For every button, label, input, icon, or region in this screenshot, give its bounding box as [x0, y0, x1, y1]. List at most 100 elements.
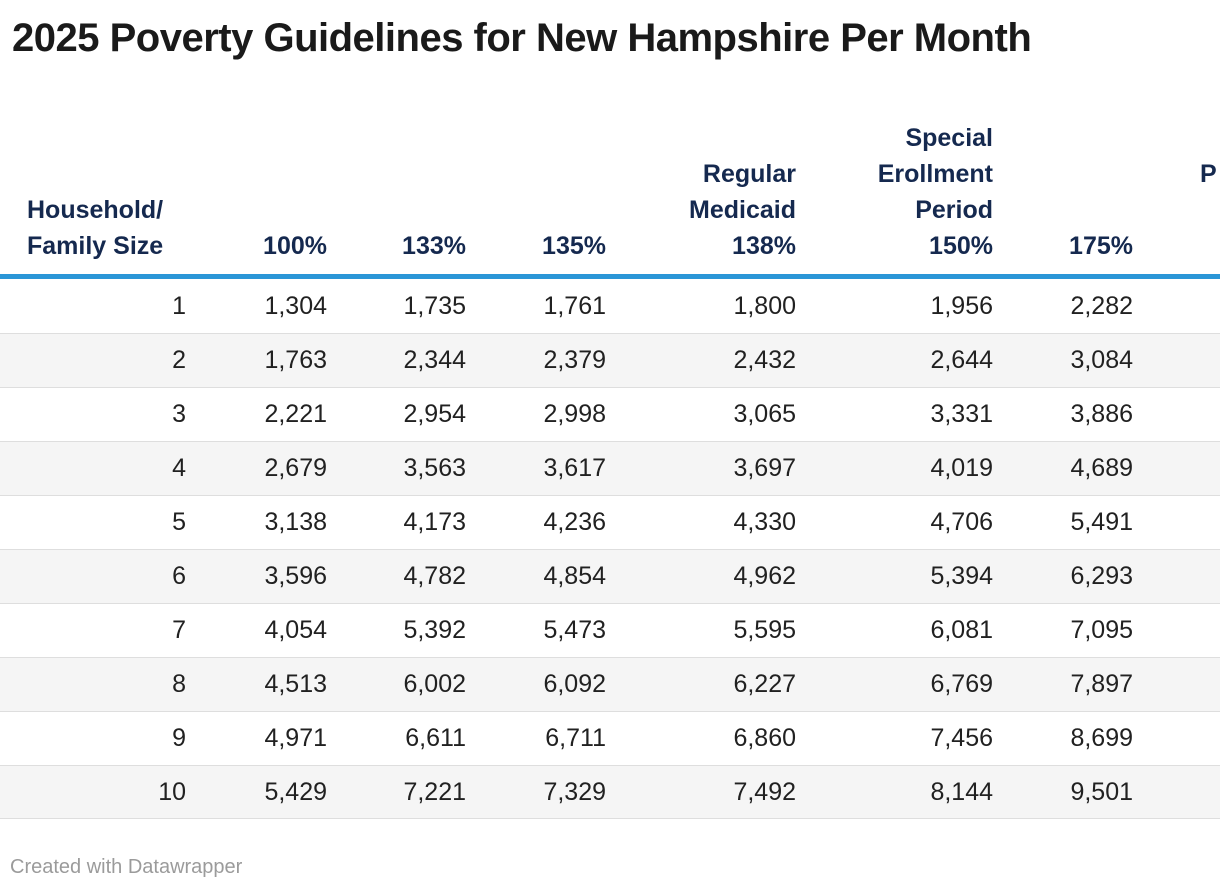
cell-133-pct: 4,173 [341, 495, 480, 549]
cell-special-erollment-period-150-pct: 8,144 [810, 765, 1007, 819]
cell-clipped [1147, 657, 1220, 711]
cell-135-pct: 6,711 [480, 711, 620, 765]
cell-100-pct: 4,513 [200, 657, 341, 711]
cell-special-erollment-period-150-pct: 6,081 [810, 603, 1007, 657]
cell-175-pct: 7,095 [1007, 603, 1147, 657]
cell-133-pct: 4,782 [341, 549, 480, 603]
cell-133-pct: 2,344 [341, 333, 480, 387]
cell-clipped [1147, 549, 1220, 603]
cell-clipped [1147, 441, 1220, 495]
table-body: 1 1,304 1,735 1,761 1,800 1,956 2,282 2 1,763 2,3… [0, 279, 1220, 819]
cell-133-pct: 3,563 [341, 441, 480, 495]
cell-135-pct: 5,473 [480, 603, 620, 657]
cell-special-erollment-period-150-pct: 5,394 [810, 549, 1007, 603]
cell-regular-medicaid-138-pct: 3,065 [620, 387, 810, 441]
cell-135-pct: 2,379 [480, 333, 620, 387]
table-header-row: Household/ Family Size 100% 133% 135% Regula… [0, 62, 1220, 279]
column-header-100-pct: 100% [200, 62, 341, 279]
column-header-special-erollment-period-150-pct: Special Erollment Period 150% [810, 62, 1007, 279]
cell-special-erollment-period-150-pct: 4,019 [810, 441, 1007, 495]
datawrapper-attribution-link[interactable]: Created with Datawrapper [10, 856, 243, 878]
table-row: 8 4,513 6,002 6,092 6,227 6,769 7,897 [0, 657, 1220, 711]
cell-100-pct: 2,679 [200, 441, 341, 495]
cell-133-pct: 2,954 [341, 387, 480, 441]
data-table-wrapper: Household/ Family Size 100% 133% 135% Regula… [0, 62, 1220, 819]
cell-special-erollment-period-150-pct: 3,331 [810, 387, 1007, 441]
cell-175-pct: 5,491 [1007, 495, 1147, 549]
column-header-135-pct: 135% [480, 62, 620, 279]
cell-regular-medicaid-138-pct: 7,492 [620, 765, 810, 819]
cell-special-erollment-period-150-pct: 2,644 [810, 333, 1007, 387]
table-row: 6 3,596 4,782 4,854 4,962 5,394 6,293 [0, 549, 1220, 603]
column-header-household-family-size: Household/ Family Size [0, 62, 200, 279]
cell-100-pct: 1,304 [264, 291, 327, 320]
cell-clipped [1147, 333, 1220, 387]
cell-household-family-size: 8 [0, 657, 200, 711]
table-row: 3 2,221 2,954 2,998 3,065 3,331 3,886 [0, 387, 1220, 441]
cell-133-pct: 1,735 [403, 291, 466, 320]
table-row: 5 3,138 4,173 4,236 4,330 4,706 5,491 [0, 495, 1220, 549]
table-row: 9 4,971 6,611 6,711 6,860 7,456 8,699 [0, 711, 1220, 765]
chart-title: 2025 Poverty Guidelines for New Hampshir… [12, 16, 1032, 60]
cell-regular-medicaid-138-pct: 6,860 [620, 711, 810, 765]
cell-special-erollment-period-150-pct: 7,456 [810, 711, 1007, 765]
table-row: 1 1,304 1,735 1,761 1,800 1,956 2,282 [0, 279, 1220, 333]
cell-household-family-size: 3 [0, 387, 200, 441]
cell-clipped [1147, 603, 1220, 657]
cell-clipped [1147, 765, 1220, 819]
column-header-175-pct: 175% [1007, 62, 1147, 279]
cell-135-pct: 4,854 [480, 549, 620, 603]
cell-clipped [1147, 279, 1220, 333]
cell-household-family-size: 10 [0, 765, 200, 819]
cell-135-pct: 2,998 [480, 387, 620, 441]
cell-100-pct: 3,138 [200, 495, 341, 549]
cell-100-pct: 4,971 [200, 711, 341, 765]
cell-clipped [1147, 711, 1220, 765]
cell-175-pct: 7,897 [1007, 657, 1147, 711]
cell-regular-medicaid-138-pct: 4,962 [620, 549, 810, 603]
cell-135-pct: 1,761 [543, 291, 606, 320]
cell-household-family-size: 4 [0, 441, 200, 495]
cell-175-pct: 8,699 [1007, 711, 1147, 765]
clipped-column-header: P [1200, 160, 1217, 188]
cell-100-pct: 1,763 [200, 333, 341, 387]
table-row: 4 2,679 3,563 3,617 3,697 4,019 4,689 [0, 441, 1220, 495]
column-header-133-pct: 133% [341, 62, 480, 279]
cell-135-pct: 7,329 [480, 765, 620, 819]
cell-133-pct: 5,392 [341, 603, 480, 657]
column-header-clipped [1147, 62, 1220, 279]
cell-100-pct: 2,221 [200, 387, 341, 441]
cell-133-pct: 7,221 [341, 765, 480, 819]
cell-100-pct: 4,054 [200, 603, 341, 657]
cell-regular-medicaid-138-pct: 1,800 [733, 291, 796, 320]
cell-household-family-size: 7 [0, 603, 200, 657]
cell-175-pct: 9,501 [1007, 765, 1147, 819]
cell-household-family-size: 1 [172, 291, 186, 320]
cell-regular-medicaid-138-pct: 6,227 [620, 657, 810, 711]
cell-household-family-size: 5 [0, 495, 200, 549]
cell-regular-medicaid-138-pct: 4,330 [620, 495, 810, 549]
cell-175-pct: 6,293 [1007, 549, 1147, 603]
cell-regular-medicaid-138-pct: 3,697 [620, 441, 810, 495]
cell-household-family-size: 9 [0, 711, 200, 765]
cell-clipped [1147, 495, 1220, 549]
cell-135-pct: 6,092 [480, 657, 620, 711]
cell-175-pct: 4,689 [1007, 441, 1147, 495]
table-row: 10 5,429 7,221 7,329 7,492 8,144 9,501 [0, 765, 1220, 819]
cell-133-pct: 6,611 [341, 711, 480, 765]
table-row: 2 1,763 2,344 2,379 2,432 2,644 3,084 [0, 333, 1220, 387]
cell-clipped [1147, 387, 1220, 441]
cell-special-erollment-period-150-pct: 4,706 [810, 495, 1007, 549]
cell-135-pct: 4,236 [480, 495, 620, 549]
cell-100-pct: 5,429 [200, 765, 341, 819]
cell-regular-medicaid-138-pct: 5,595 [620, 603, 810, 657]
data-table: Household/ Family Size 100% 133% 135% Regula… [0, 62, 1220, 819]
cell-household-family-size: 6 [0, 549, 200, 603]
cell-household-family-size: 2 [0, 333, 200, 387]
cell-special-erollment-period-150-pct: 6,769 [810, 657, 1007, 711]
cell-175-pct: 3,084 [1007, 333, 1147, 387]
table-row: 7 4,054 5,392 5,473 5,595 6,081 7,095 [0, 603, 1220, 657]
cell-100-pct: 3,596 [200, 549, 341, 603]
cell-special-erollment-period-150-pct: 1,956 [930, 291, 993, 320]
